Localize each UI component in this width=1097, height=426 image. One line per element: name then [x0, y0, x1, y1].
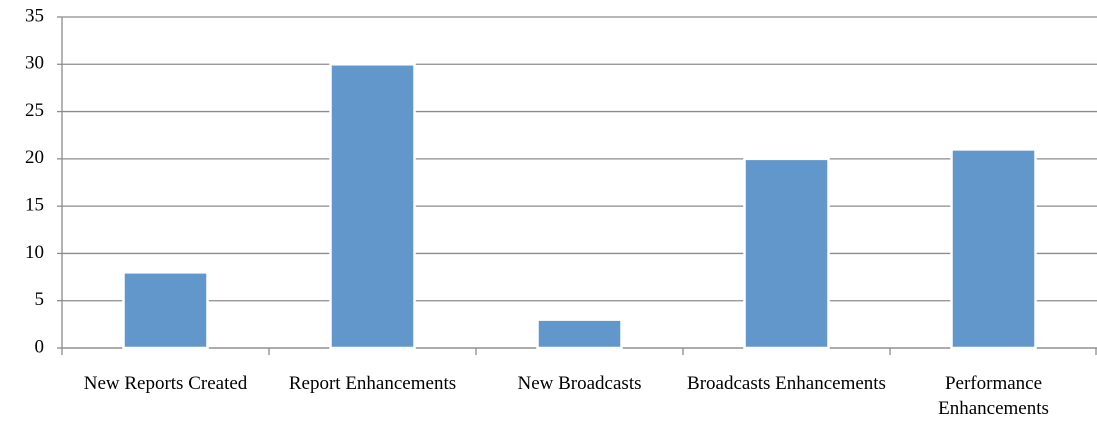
bar — [122, 271, 209, 350]
bar — [536, 318, 623, 350]
x-tick-label: Broadcasts Enhancements — [687, 373, 886, 394]
y-tick-label: 5 — [35, 289, 45, 310]
y-tick-label: 10 — [25, 242, 44, 263]
y-tick-label: 30 — [25, 53, 44, 74]
y-tick-label: 20 — [25, 147, 44, 168]
y-tick-label: 25 — [25, 100, 44, 121]
bar — [329, 63, 416, 350]
y-tick-label: 35 — [25, 5, 44, 26]
x-tick-label: New Reports Created — [83, 373, 248, 394]
bar — [743, 157, 830, 350]
y-tick-label: 15 — [25, 195, 44, 216]
x-tick-label: New Broadcasts — [517, 373, 642, 394]
x-tick-label: Report Enhancements — [288, 373, 457, 394]
y-tick-label: 0 — [35, 336, 45, 357]
x-tick-label: Performance Enhancements — [938, 373, 1049, 419]
bar — [950, 148, 1037, 350]
